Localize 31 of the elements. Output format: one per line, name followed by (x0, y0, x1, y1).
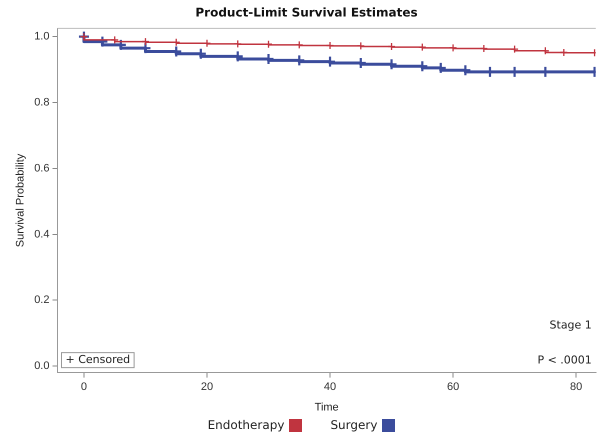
point (448, 44, 458, 52)
y-tick-label: 1.0 (34, 30, 50, 43)
point (326, 41, 334, 50)
y-tick-label: 0.4 (34, 228, 50, 240)
point (387, 42, 396, 51)
y-tick-label: 0.8 (34, 96, 50, 109)
y-axis-title: Survival Probability (14, 153, 27, 248)
annotation: P < .0001 (537, 353, 592, 366)
point (110, 36, 119, 44)
x-tick-label: 40 (324, 381, 336, 394)
y-tick-label: 0.0 (34, 360, 50, 372)
annotation: + Censored (65, 352, 130, 366)
point (141, 37, 150, 46)
y-tick-label: 0.6 (34, 162, 50, 174)
point (295, 40, 304, 50)
chart-title: Product-Limit Survival Estimates (195, 5, 418, 20)
x-tick-label: 80 (570, 381, 582, 394)
point (234, 40, 242, 48)
point (480, 44, 488, 53)
x-axis-title: Time (314, 401, 339, 414)
x-tick-label: 60 (446, 381, 460, 394)
annotation: Stage 1 (550, 318, 592, 332)
legend-label: Surgery (330, 418, 378, 432)
point (356, 42, 365, 50)
y-tick-label: 0.2 (34, 294, 50, 306)
legend-label: Endotherapy (208, 418, 284, 432)
point (418, 43, 426, 52)
point (510, 45, 519, 54)
point (560, 48, 568, 57)
x-tick-label: 0 (80, 381, 88, 394)
x-tick-label: 20 (200, 381, 214, 394)
